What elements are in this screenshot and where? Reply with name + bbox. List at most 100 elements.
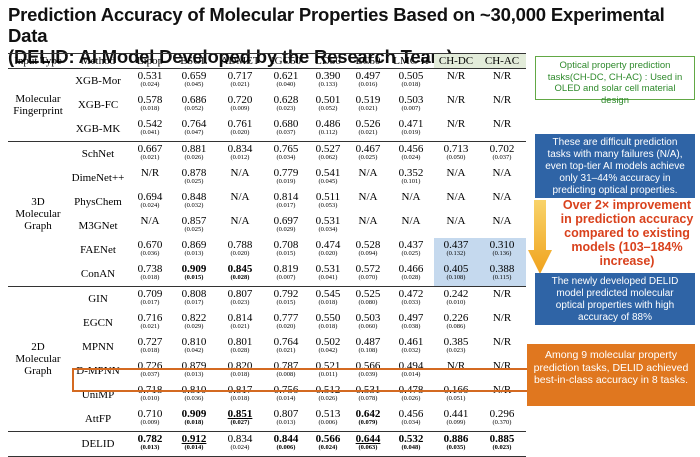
cell-std: (0.108) <box>446 274 466 281</box>
cell-std: (0.016) <box>358 81 378 88</box>
table-cell: N/A <box>434 166 478 190</box>
table-cell: 0.738 (0.018) <box>128 262 172 287</box>
table-cell: 0.467 (0.025) <box>348 141 388 166</box>
method-name: XGB-Mor <box>75 75 121 87</box>
cell-std: (0.037) <box>276 129 296 136</box>
table-cell: N/A <box>478 166 526 190</box>
cell-std: (0.025) <box>184 226 204 233</box>
table-cell: 0.788 (0.020) <box>216 238 264 262</box>
table-cell: 0.726 (0.037) <box>128 359 172 383</box>
results-table-container: Input Type Method Lipop ESOL ADMET IGC50 LD50 L… <box>8 53 526 457</box>
cell-std: (0.017) <box>276 202 296 209</box>
table-cell: 0.497 (0.016) <box>348 68 388 93</box>
cell-value: 0.788 <box>227 239 253 251</box>
table-cell: 0.765 (0.034) <box>264 141 308 166</box>
cell-value: 0.667 <box>137 143 163 155</box>
method-name: UniMP <box>81 389 115 401</box>
results-table: Input Type Method Lipop ESOL ADMET IGC50 LD50 L… <box>8 53 526 457</box>
delid-accuracy-note: The newly developed DELID model predicte… <box>535 273 695 325</box>
cell-std: (0.018) <box>140 274 160 281</box>
cell-std: (0.021) <box>140 154 160 161</box>
table-cell: 0.526 (0.021) <box>348 117 388 142</box>
table-cell: 0.716 (0.021) <box>128 311 172 335</box>
table-cell: 0.885 (0.023) <box>478 431 526 457</box>
table-cell: 0.717 (0.021) <box>216 68 264 93</box>
table-cell: 0.817 (0.018) <box>216 383 264 407</box>
cell-value: 0.834 <box>227 143 253 155</box>
table-cell: N/A <box>388 214 434 238</box>
table-cell: 0.501 (0.052) <box>308 93 348 117</box>
column-header: LC50 <box>348 53 388 69</box>
cell-value: 0.710 <box>137 408 163 420</box>
cell-value: 0.814 <box>273 191 299 203</box>
table-cell: N/R <box>434 359 478 383</box>
table-cell: 0.686 (0.052) <box>172 93 216 117</box>
cell-std: (0.035) <box>446 444 466 451</box>
cell-std: (0.012) <box>230 154 250 161</box>
table-cell: 0.310 (0.136) <box>478 238 526 262</box>
title-line-1: Prediction Accuracy of Molecular Propert… <box>8 4 665 46</box>
cell-value: N/R <box>492 94 512 106</box>
cell-value: 0.909 <box>181 263 207 275</box>
column-header: LD50 <box>308 53 348 69</box>
table-cell: 0.296 (0.370) <box>478 407 526 432</box>
cell-value: N/A <box>492 215 512 227</box>
table-cell: 0.764 (0.047) <box>172 117 216 142</box>
input-type-cell: Molecular Fingerprint <box>8 68 68 142</box>
table-cell: 0.497 (0.038) <box>388 311 434 335</box>
table-row: M3GNet N/A 0.857 (0.025) N/A 0.697 (0.029) 0.53… <box>8 214 526 238</box>
table-row: Molecular Fingerprint XGB-Mor 0.531 (0.024)… <box>8 68 526 142</box>
difficulty-note: These are difficult prediction tasks wit… <box>535 134 695 198</box>
cell-std: (0.021) <box>230 81 250 88</box>
table-cell: N/R <box>478 68 526 93</box>
cell-std: (0.028) <box>230 274 250 281</box>
cell-std: (0.094) <box>358 250 378 257</box>
cell-value: 0.531 <box>355 384 381 396</box>
cell-std: (0.036) <box>140 250 160 257</box>
cell-value: 0.385 <box>443 336 469 348</box>
cell-std: (0.060) <box>358 323 378 330</box>
cell-std: (0.020) <box>230 250 250 257</box>
cell-value: 0.848 <box>181 191 207 203</box>
cell-std: (0.041) <box>140 129 160 136</box>
table-cell: 0.644 (0.063) <box>348 431 388 457</box>
method-name: DELID <box>81 438 115 450</box>
cell-std: (0.017) <box>184 299 204 306</box>
table-cell: 0.680 (0.037) <box>264 117 308 142</box>
cell-value: 0.531 <box>137 70 163 82</box>
cell-value: 0.718 <box>137 384 163 396</box>
cell-std: (0.018) <box>230 371 250 378</box>
cell-std: (0.007) <box>401 105 421 112</box>
cell-value: 0.807 <box>273 408 299 420</box>
table-cell: 0.528 (0.094) <box>348 238 388 262</box>
method-name: AttFP <box>84 413 112 425</box>
cell-std: (0.011) <box>318 371 338 378</box>
cell-value: 0.226 <box>443 312 469 324</box>
cell-value: 0.764 <box>273 336 299 348</box>
method-cell: XGB-MK <box>68 117 128 142</box>
table-cell: N/A <box>216 214 264 238</box>
cell-value: 0.503 <box>355 312 381 324</box>
cell-value: 0.511 <box>315 191 341 203</box>
cell-value: 0.680 <box>273 118 299 130</box>
method-name: FAENet <box>80 244 116 256</box>
table-cell: 0.531 (0.024) <box>128 68 172 93</box>
cell-value: 0.466 <box>398 263 424 275</box>
cell-std: (0.006) <box>318 419 338 426</box>
cell-std: (0.112) <box>318 129 338 136</box>
table-cell: N/R <box>478 117 526 142</box>
cell-value: N/A <box>230 215 250 227</box>
method-name: M3GNet <box>78 220 118 232</box>
cell-std: (0.009) <box>140 419 160 426</box>
cell-value: 0.886 <box>443 433 469 445</box>
cell-std: (0.023) <box>230 299 250 306</box>
cell-std: (0.101) <box>401 178 421 185</box>
table-cell: 0.764 (0.021) <box>264 335 308 359</box>
cell-std: (0.079) <box>358 419 378 426</box>
table-cell: 0.659 (0.045) <box>172 68 216 93</box>
cell-value: N/R <box>140 167 160 179</box>
table-cell: 0.869 (0.013) <box>172 238 216 262</box>
cell-value: 0.521 <box>315 360 341 372</box>
cell-value: 0.844 <box>273 433 299 445</box>
cell-value: 0.857 <box>181 215 207 227</box>
